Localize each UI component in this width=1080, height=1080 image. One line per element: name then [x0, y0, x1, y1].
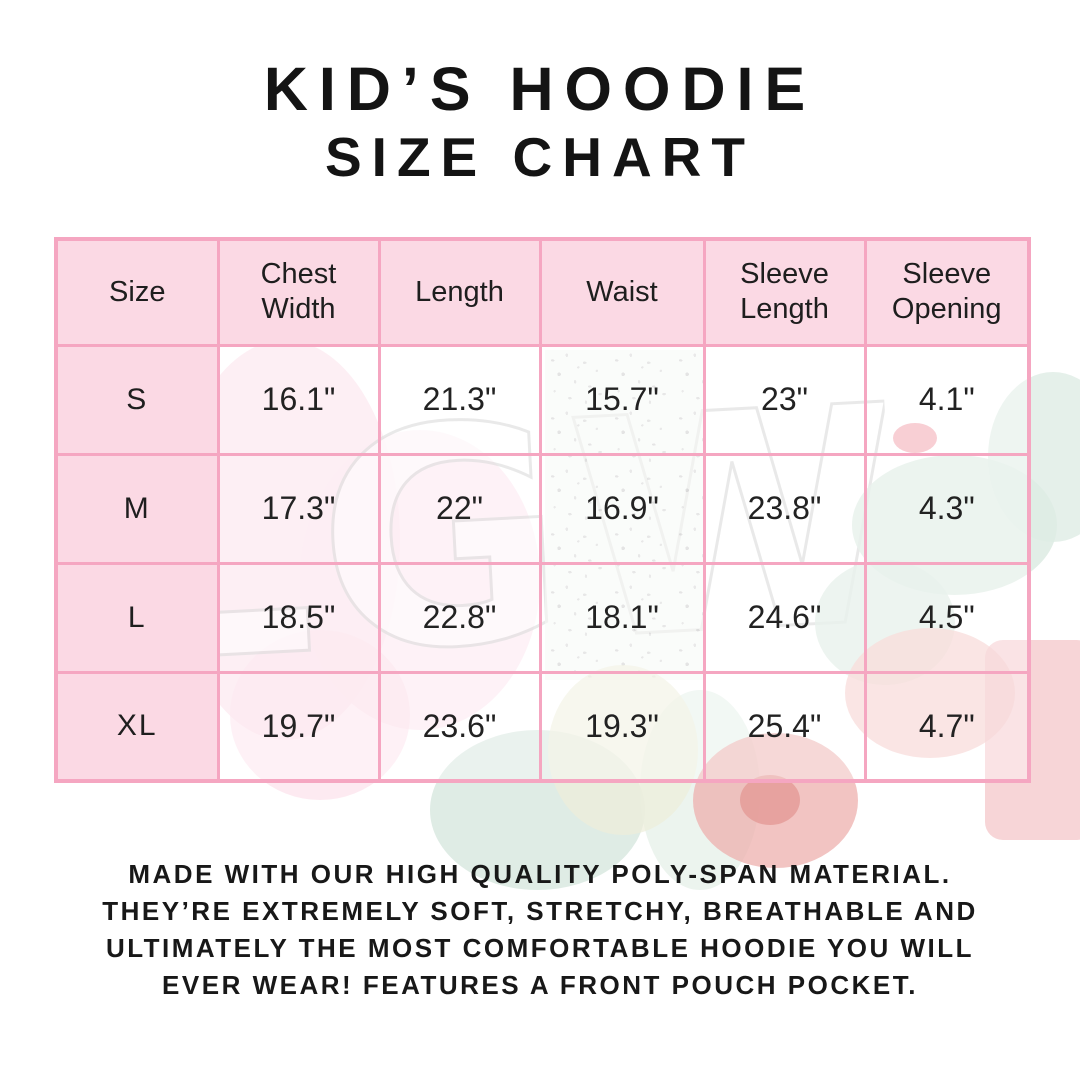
chest-width-cell: 16.1"	[216, 343, 381, 456]
sleeve-length-cell: 23"	[702, 343, 867, 456]
sleeve-length-cell: 25.4"	[702, 670, 867, 783]
table-row-size-m: M 17.3" 22" 16.9" 23.8" 4.3"	[54, 452, 1031, 565]
size-chart-table: Size Chest Width Length Waist Sleeve Len…	[54, 237, 1031, 783]
size-label-cell: M	[54, 452, 220, 565]
length-cell: 22.8"	[377, 561, 542, 674]
column-header-sleeve-opening: Sleeve Opening	[863, 237, 1031, 347]
column-header-waist: Waist	[538, 237, 706, 347]
waist-cell: 18.1"	[538, 561, 706, 674]
table-header-row: Size Chest Width Length Waist Sleeve Len…	[54, 237, 1031, 347]
size-label-cell: S	[54, 343, 220, 456]
length-cell: 23.6"	[377, 670, 542, 783]
waist-cell: 16.9"	[538, 452, 706, 565]
length-cell: 21.3"	[377, 343, 542, 456]
sleeve-opening-cell: 4.5"	[863, 561, 1031, 674]
table-row-size-s: S 16.1" 21.3" 15.7" 23" 4.1"	[54, 343, 1031, 456]
column-header-length: Length	[377, 237, 542, 347]
page-title: KID’S HOODIE SIZE CHART	[0, 52, 1080, 188]
title-size-chart-label: SIZE CHART	[325, 126, 755, 188]
sleeve-opening-cell: 4.3"	[863, 452, 1031, 565]
sleeve-length-cell: 24.6"	[702, 561, 867, 674]
sleeve-opening-cell: 4.1"	[863, 343, 1031, 456]
description-line: MADE WITH OUR HIGH QUALITY POLY-SPAN MAT…	[128, 859, 952, 889]
title-product-name: KID’S HOODIE	[263, 55, 817, 123]
waist-cell: 15.7"	[538, 343, 706, 456]
column-header-chest-width: Chest Width	[216, 237, 381, 347]
description-line: THEY’RE EXTREMELY SOFT, STRETCHY, BREATH…	[102, 896, 978, 926]
chest-width-cell: 18.5"	[216, 561, 381, 674]
column-header-sleeve-length: Sleeve Length	[702, 237, 867, 347]
description-line: ULTIMATELY THE MOST COMFORTABLE HOODIE Y…	[105, 933, 975, 963]
column-header-size: Size	[54, 237, 220, 347]
length-cell: 22"	[377, 452, 542, 565]
sleeve-opening-cell: 4.7"	[863, 670, 1031, 783]
waist-cell: 19.3"	[538, 670, 706, 783]
size-label-cell: XL	[54, 670, 220, 783]
chest-width-cell: 19.7"	[216, 670, 381, 783]
sleeve-length-cell: 23.8"	[702, 452, 867, 565]
product-description: MADE WITH OUR HIGH QUALITY POLY-SPAN MAT…	[0, 856, 1080, 1004]
size-label-cell: L	[54, 561, 220, 674]
table-row-size-l: L 18.5" 22.8" 18.1" 24.6" 4.5"	[54, 561, 1031, 674]
chest-width-cell: 17.3"	[216, 452, 381, 565]
table-row-size-xl: XL 19.7" 23.6" 19.3" 25.4" 4.7"	[54, 670, 1031, 783]
description-line: EVER WEAR! FEATURES A FRONT POUCH POCKET…	[162, 970, 918, 1000]
